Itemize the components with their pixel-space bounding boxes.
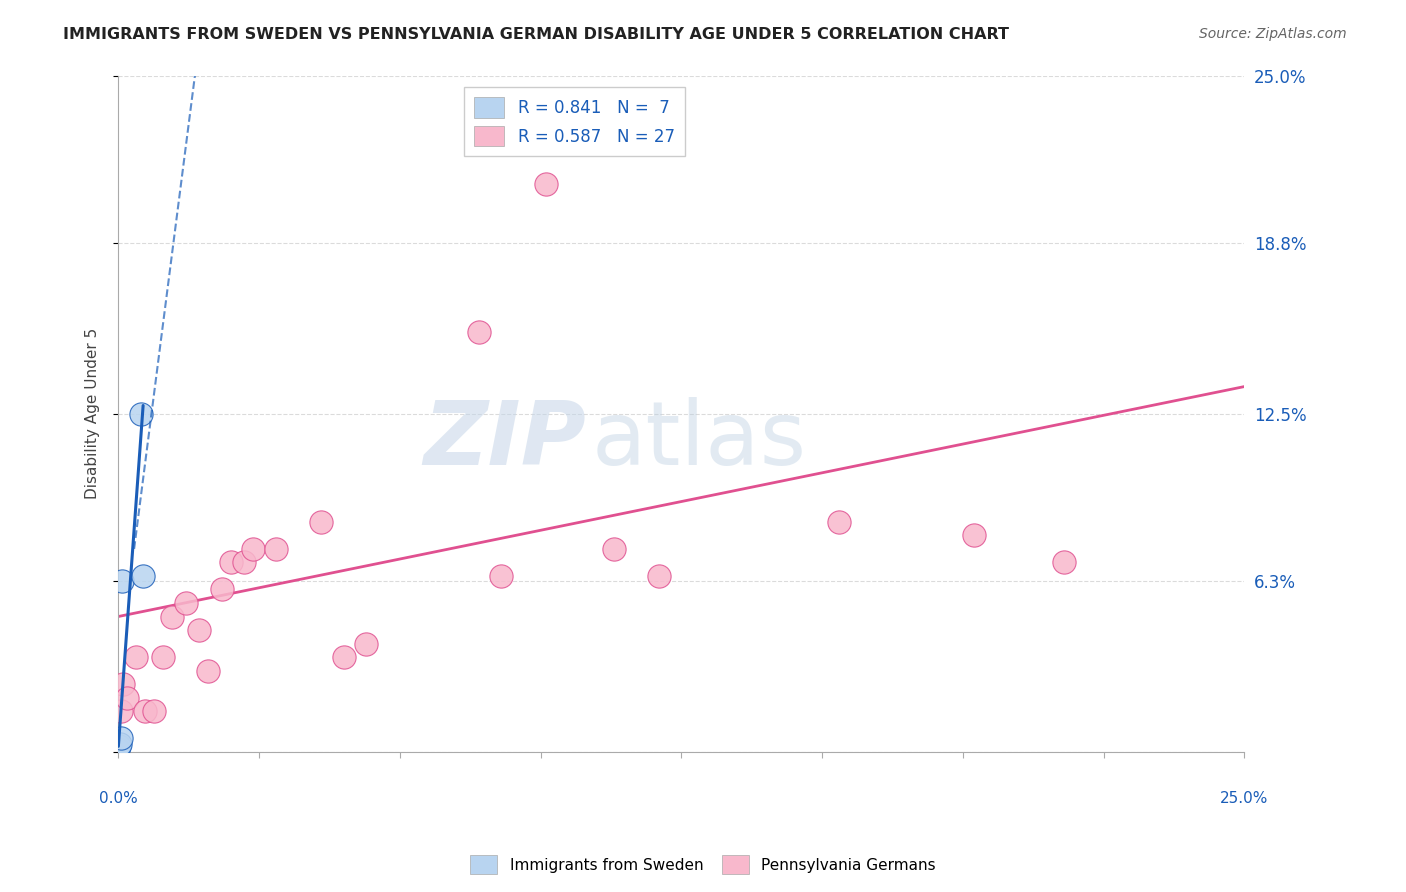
Point	[143, 704, 166, 718]
Point	[648, 569, 671, 583]
Point	[132, 569, 155, 583]
Point	[534, 177, 557, 191]
Text: Source: ZipAtlas.com: Source: ZipAtlas.com	[1199, 27, 1347, 41]
Point	[309, 515, 332, 529]
Point	[242, 541, 264, 556]
Point	[354, 636, 377, 650]
Point	[111, 677, 134, 691]
Point	[188, 623, 211, 637]
Point	[162, 609, 184, 624]
Point	[233, 556, 256, 570]
Point	[197, 664, 219, 678]
Legend: Immigrants from Sweden, Pennsylvania Germans: Immigrants from Sweden, Pennsylvania Ger…	[464, 849, 942, 880]
Point	[125, 650, 148, 665]
Point	[129, 407, 152, 421]
Point	[152, 650, 174, 665]
Point	[1053, 556, 1076, 570]
Point	[467, 326, 489, 340]
Point	[111, 574, 134, 589]
Point	[264, 541, 287, 556]
Point	[603, 541, 626, 556]
Text: 25.0%: 25.0%	[1220, 790, 1268, 805]
Point	[134, 704, 156, 718]
Text: atlas: atlas	[592, 397, 807, 484]
Point	[110, 731, 132, 746]
Point	[108, 737, 131, 751]
Point	[110, 704, 132, 718]
Point	[107, 742, 129, 756]
Point	[108, 739, 131, 754]
Point	[211, 582, 233, 597]
Text: 0.0%: 0.0%	[98, 790, 138, 805]
Text: ZIP: ZIP	[423, 397, 586, 484]
Point	[117, 690, 139, 705]
Y-axis label: Disability Age Under 5: Disability Age Under 5	[86, 328, 100, 500]
Point	[963, 528, 986, 542]
Text: IMMIGRANTS FROM SWEDEN VS PENNSYLVANIA GERMAN DISABILITY AGE UNDER 5 CORRELATION: IMMIGRANTS FROM SWEDEN VS PENNSYLVANIA G…	[63, 27, 1010, 42]
Point	[828, 515, 851, 529]
Point	[174, 596, 197, 610]
Point	[489, 569, 512, 583]
Point	[332, 650, 354, 665]
Legend: R = 0.841   N =  7, R = 0.587   N = 27: R = 0.841 N = 7, R = 0.587 N = 27	[464, 87, 685, 156]
Point	[219, 556, 242, 570]
